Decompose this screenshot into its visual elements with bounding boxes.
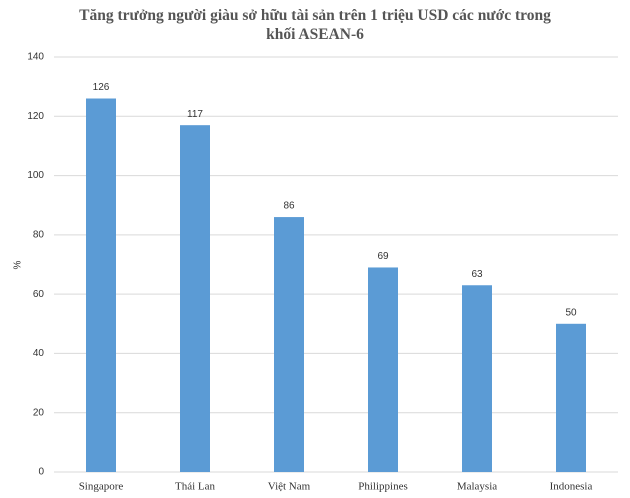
bar: [368, 267, 398, 472]
value-label: 117: [187, 109, 203, 120]
x-tick-label: Singapore: [79, 481, 124, 493]
y-tick-label: 120: [27, 111, 44, 122]
chart-title: Tăng trưởng người giàu sở hữu tài sản tr…: [79, 7, 551, 43]
bar: [180, 125, 210, 472]
y-tick-label: 20: [33, 407, 45, 418]
title-box: Tăng trưởng người giàu sở hữu tài sản tr…: [0, 6, 630, 44]
x-tick-label: Malaysia: [457, 481, 497, 493]
x-tick-label: Indonesia: [550, 481, 593, 493]
y-tick-label: 40: [33, 348, 45, 359]
y-tick-label: 140: [27, 52, 44, 63]
value-label: 69: [377, 251, 389, 262]
bar: [274, 217, 304, 472]
value-label: 126: [93, 82, 110, 93]
x-tick-label: Thái Lan: [175, 481, 216, 493]
bar: [556, 323, 586, 472]
y-tick-label: 80: [33, 229, 45, 240]
y-tick-label: 60: [33, 289, 45, 300]
value-label: 86: [283, 201, 295, 212]
bar: [462, 285, 492, 472]
y-tick-label: 0: [38, 467, 44, 478]
y-axis-label: %: [13, 260, 24, 269]
value-label: 63: [471, 269, 483, 280]
value-label: 50: [565, 307, 577, 318]
x-tick-label: Việt Nam: [268, 481, 311, 493]
bar: [86, 98, 116, 472]
y-tick-label: 100: [27, 170, 44, 181]
x-tick-label: Philippines: [358, 481, 408, 493]
